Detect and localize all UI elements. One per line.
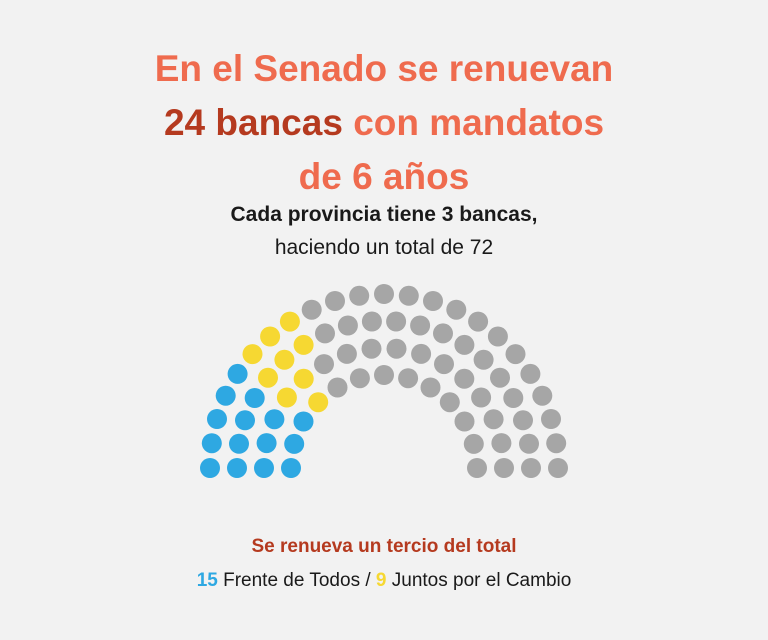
seat [423, 291, 443, 311]
seat [281, 458, 301, 478]
seat [410, 315, 431, 336]
seat [301, 299, 322, 320]
legend-yellow-label: Juntos por el Cambio [386, 570, 572, 591]
footer-headline: Se renueva un tercio del total [251, 536, 517, 557]
seat [361, 338, 382, 359]
seat [244, 388, 265, 408]
headline-line-1: En el Senado se renuevan [154, 48, 614, 89]
headline: En el Senado se renuevan 24 bancas con m… [0, 42, 768, 204]
seat [260, 326, 281, 347]
seat [229, 433, 249, 454]
seat [541, 409, 561, 429]
seat [439, 392, 460, 413]
seat [336, 343, 357, 364]
legend-blue-count: 15 [196, 570, 218, 591]
seat [258, 367, 278, 388]
seat [256, 433, 277, 454]
seat [505, 344, 526, 365]
seat [454, 334, 475, 355]
seat [264, 409, 285, 430]
seat [433, 323, 453, 344]
seat [293, 368, 314, 389]
legend-yellow-count: 9 [375, 570, 387, 591]
seat [467, 458, 487, 478]
seat [503, 388, 524, 408]
footer-legend: 15 Frente de Todos / 9 Juntos por el Cam… [0, 566, 768, 596]
seat [513, 410, 533, 431]
seat [520, 363, 541, 384]
legend-blue-label: Frente de Todos / [217, 570, 376, 591]
seat [349, 285, 370, 306]
subtitle: Cada provincia tiene 3 bancas, haciendo … [0, 198, 768, 264]
headline-line-2-rest: con mandatos [342, 102, 605, 143]
seat [454, 411, 475, 432]
seat [487, 326, 508, 347]
seat [434, 354, 454, 375]
seat [446, 299, 467, 320]
seat [293, 334, 314, 355]
seat [386, 311, 407, 332]
seat [327, 377, 348, 398]
seat [254, 458, 274, 478]
seat [548, 458, 568, 478]
seat [463, 433, 484, 454]
seat [491, 433, 512, 454]
seat [398, 368, 419, 389]
seat [519, 433, 539, 454]
footer: Se renueva un tercio del total 15 Frente… [0, 532, 768, 596]
seat [293, 411, 314, 432]
seat [386, 338, 407, 359]
seat [242, 344, 263, 365]
seat [284, 433, 305, 454]
seat [227, 363, 248, 384]
seat [201, 433, 222, 454]
seat [276, 387, 297, 408]
seat [349, 368, 370, 389]
seat [420, 377, 441, 398]
seat [325, 291, 345, 311]
seat [483, 409, 504, 430]
seat [227, 458, 247, 478]
seat [398, 285, 419, 306]
seat [314, 354, 334, 375]
headline-line-3: de 6 años [298, 156, 470, 197]
seat [454, 368, 475, 389]
subtitle-regular: haciendo un total de 72 [274, 236, 494, 259]
seat [471, 387, 492, 408]
seat [521, 458, 541, 478]
seat [468, 311, 489, 332]
subtitle-bold: Cada provincia tiene 3 bancas, [230, 203, 538, 226]
seat [374, 284, 394, 304]
headline-highlight: 24 bancas [163, 102, 343, 143]
seat [207, 409, 227, 429]
seat [337, 315, 358, 336]
seat [308, 392, 329, 413]
seat [411, 343, 432, 364]
seat [200, 458, 220, 478]
seat [215, 385, 236, 406]
seat [532, 385, 553, 406]
seat [315, 323, 335, 344]
seat [361, 311, 382, 332]
seat [274, 349, 295, 370]
seat [494, 458, 514, 478]
seat [546, 433, 567, 454]
seat [490, 367, 510, 388]
seat [473, 349, 494, 370]
seat [374, 365, 394, 385]
seat [235, 410, 255, 431]
seat [279, 311, 300, 332]
